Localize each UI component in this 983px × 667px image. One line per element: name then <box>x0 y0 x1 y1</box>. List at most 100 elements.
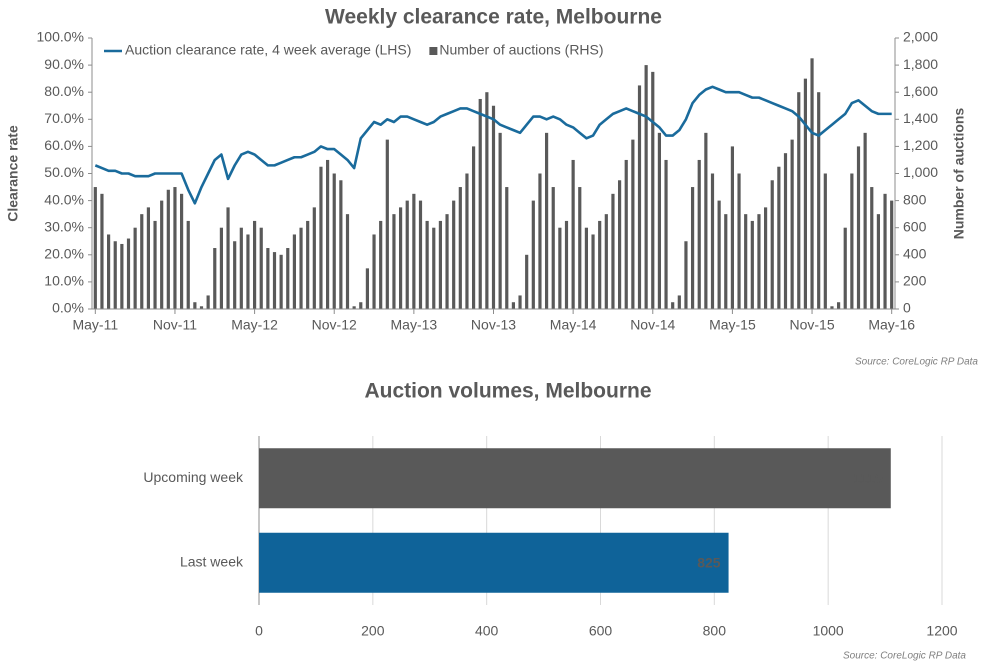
auction-bar <box>803 78 808 310</box>
auction-bar <box>166 189 170 309</box>
auction-bar <box>385 139 389 309</box>
auction-bar <box>631 139 635 309</box>
x-tick-label: 600 <box>589 623 613 639</box>
y2-tick-label: 1,200 <box>903 137 938 153</box>
auction-bar <box>425 220 429 309</box>
y-axis-title: Clearance rate <box>5 125 21 222</box>
auction-bar <box>392 214 396 309</box>
auction-bar <box>757 214 761 309</box>
auction-bar <box>113 241 117 309</box>
x-tick-label: May-14 <box>550 317 597 333</box>
auction-bar <box>724 214 728 309</box>
y2-axis-title: Number of auctions <box>951 108 967 240</box>
legend-label: Number of auctions (RHS) <box>439 42 603 58</box>
y2-tick-label: 200 <box>903 273 927 289</box>
auction-bar <box>710 173 715 309</box>
auction-bar <box>438 220 443 309</box>
auction-bar <box>856 146 861 309</box>
auction-bar <box>153 220 157 309</box>
auction-bar <box>279 254 283 309</box>
y2-tick-label: 600 <box>903 218 927 234</box>
auction-bar <box>704 132 708 309</box>
auction-bar <box>405 200 409 309</box>
auction-bar <box>359 302 363 309</box>
auction-bar <box>259 227 263 309</box>
auction-bar <box>783 153 788 309</box>
auction-bar <box>598 220 602 309</box>
y2-tick-label: 400 <box>903 246 927 262</box>
auction-bar <box>690 187 695 309</box>
x-tick-label: 1200 <box>926 623 957 639</box>
auction-bar <box>133 227 137 309</box>
auction-bar <box>558 227 562 309</box>
auction-bar <box>478 98 482 309</box>
auction-bar <box>160 200 164 309</box>
category-label: Last week <box>180 553 244 569</box>
auction-bar <box>471 146 476 309</box>
y-tick-label: 0.0% <box>52 300 84 316</box>
auction-bar <box>664 159 668 309</box>
auction-bar <box>219 227 224 309</box>
x-tick-label: May-16 <box>868 317 915 333</box>
y2-tick-label: 1,600 <box>903 83 938 99</box>
auction-bar <box>312 207 316 309</box>
y-tick-label: 30.0% <box>44 218 84 234</box>
legend-label: Auction clearance rate, 4 week average (… <box>125 42 411 58</box>
auction-bar <box>465 173 469 309</box>
auction-bar <box>252 220 257 309</box>
auction-bar <box>398 207 403 309</box>
y-tick-label: 40.0% <box>44 191 84 207</box>
auction-bar <box>319 166 323 309</box>
y-tick-label: 60.0% <box>44 137 84 153</box>
auction-bar <box>538 173 542 309</box>
auction-bar <box>737 173 741 309</box>
auction-bar <box>611 193 615 309</box>
auction-bar <box>365 268 370 309</box>
legend-swatch <box>429 47 438 55</box>
auction-bar <box>345 214 350 309</box>
auction-bar <box>126 238 131 309</box>
category-label: Upcoming week <box>143 469 244 485</box>
auction-bar <box>744 214 748 309</box>
y-tick-label: 50.0% <box>44 164 84 180</box>
auction-bar <box>179 193 184 309</box>
auction-bar <box>485 92 489 309</box>
y-tick-label: 70.0% <box>44 110 84 126</box>
value-label: 1110 <box>853 470 883 486</box>
legend-item: Number of auctions (RHS) <box>429 42 604 58</box>
auction-bar <box>206 295 210 309</box>
x-tick-label: Nov-14 <box>630 317 675 333</box>
auction-bar <box>810 58 814 310</box>
auction-bar <box>717 200 721 309</box>
y2-tick-label: 800 <box>903 191 927 207</box>
x-tick-label: 800 <box>703 623 727 639</box>
auction-bar <box>239 227 243 309</box>
x-tick-label: Nov-11 <box>153 317 197 333</box>
y-tick-label: 100.0% <box>37 29 84 45</box>
auction-bar <box>604 214 608 309</box>
auction-bar <box>352 306 356 309</box>
auction-bar <box>870 187 874 309</box>
auction-bar <box>372 234 376 309</box>
auction-bar <box>770 180 774 309</box>
x-tick-label: May-13 <box>391 317 438 333</box>
x-tick-label: Nov-13 <box>471 317 516 333</box>
auction-bar <box>836 302 841 309</box>
auction-bar <box>823 173 827 309</box>
auction-bar <box>452 200 456 309</box>
volume-bar <box>259 532 729 593</box>
y2-tick-label: 0 <box>903 300 911 316</box>
auction-bar <box>286 248 290 309</box>
y-tick-label: 10.0% <box>44 273 84 289</box>
auction-bar <box>850 173 854 309</box>
auction-bar <box>817 92 821 309</box>
y2-tick-label: 1,800 <box>903 56 938 72</box>
auction-bar <box>412 193 416 309</box>
auction-bar <box>790 139 794 309</box>
auction-bar <box>93 187 97 309</box>
y2-tick-label: 1,400 <box>903 110 938 126</box>
auction-bar <box>306 220 310 309</box>
auction-bar <box>564 220 569 309</box>
